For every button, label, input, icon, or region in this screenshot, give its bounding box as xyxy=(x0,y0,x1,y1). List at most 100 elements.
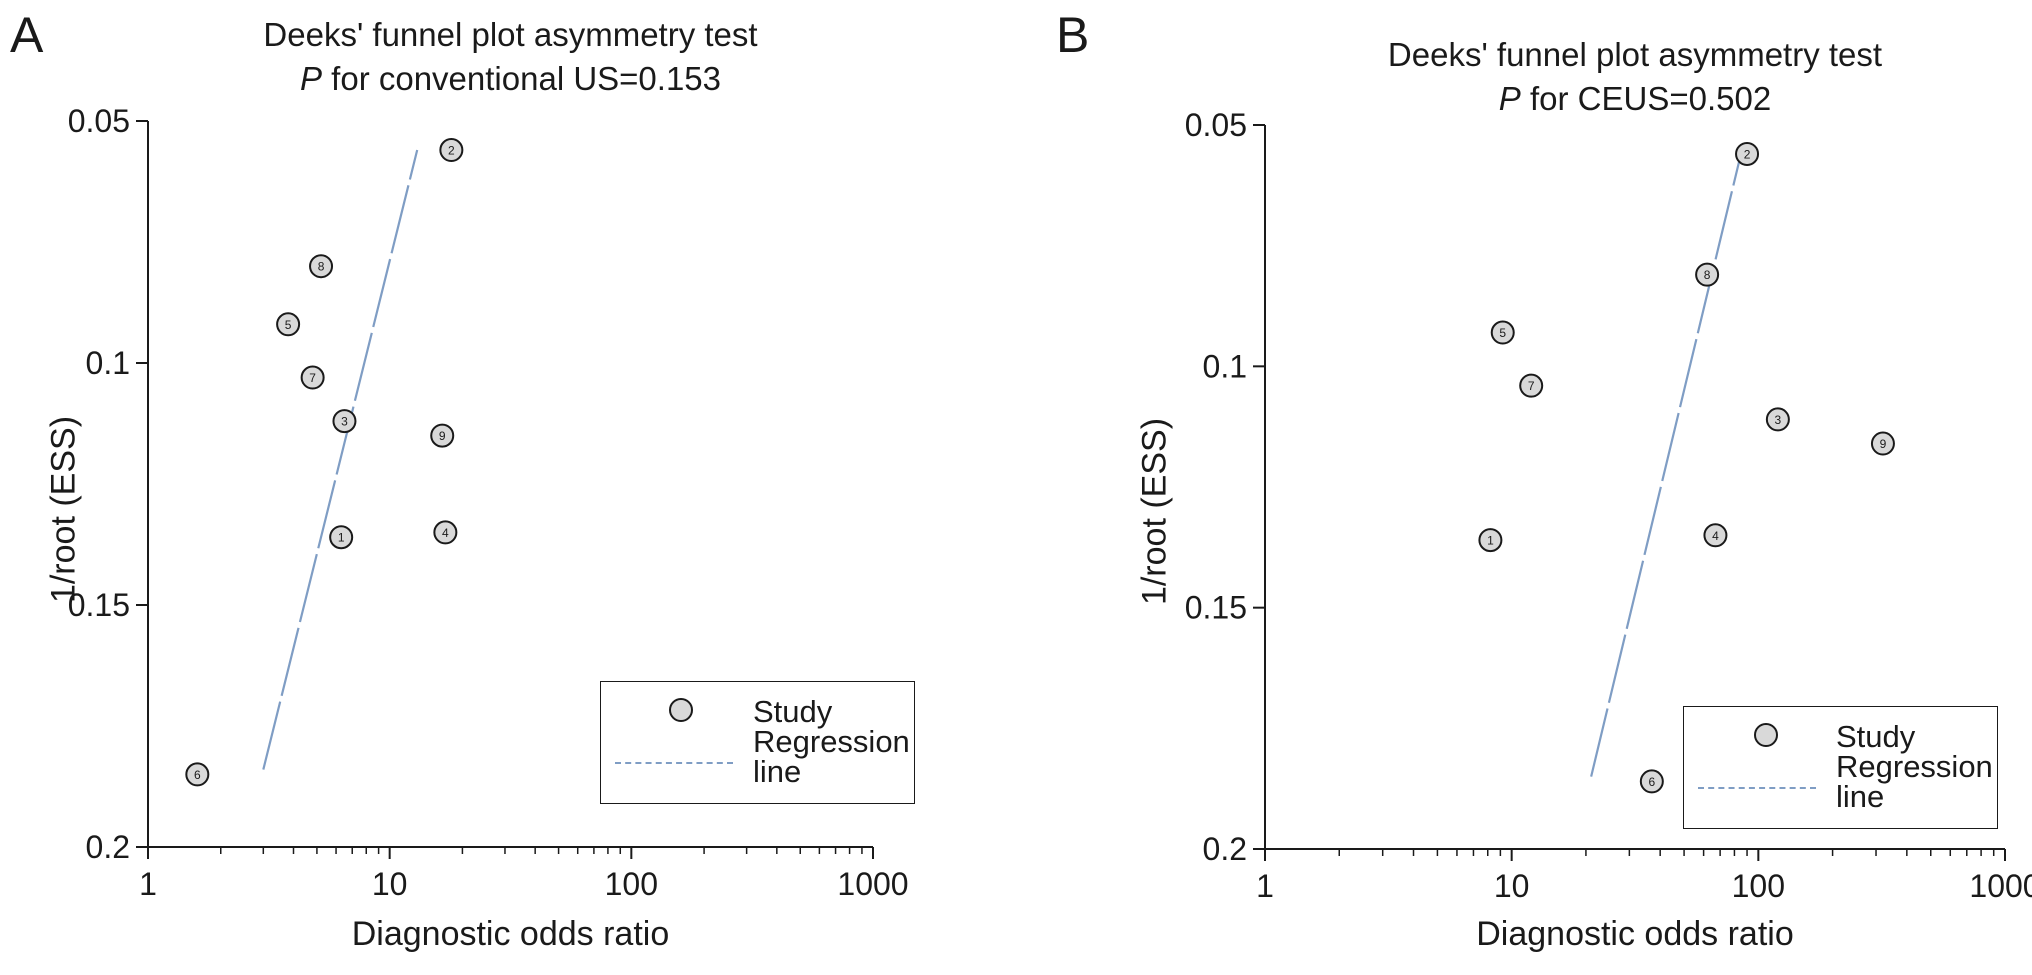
regression-line xyxy=(1590,153,1742,777)
panel-letter: A xyxy=(10,7,44,63)
study-point-3: 3 xyxy=(332,409,357,434)
y-tick-label: 0.15 xyxy=(68,587,130,623)
study-number: 5 xyxy=(285,318,292,332)
y-tick-label: 0.2 xyxy=(1203,831,1247,867)
study-point-4: 4 xyxy=(433,520,458,545)
x-tick-label: 100 xyxy=(1732,868,1785,904)
legend-study-marker xyxy=(1754,723,1778,747)
y-tick-label: 0.2 xyxy=(86,829,130,865)
study-marker xyxy=(430,423,455,448)
x-tick-label: 1000 xyxy=(1969,868,2032,904)
study-point-6: 6 xyxy=(185,762,210,787)
x-tick-label: 1 xyxy=(1256,868,1274,904)
p-symbol: P xyxy=(299,60,322,97)
x-tick-label: 10 xyxy=(1494,868,1530,904)
study-point-5: 5 xyxy=(276,312,301,337)
legend-regression-label: Regression xyxy=(1836,749,1993,784)
legend-regression-label-2: line xyxy=(753,754,802,789)
legend-study-marker xyxy=(669,698,693,722)
y-axis-label: 1/root (ESS) xyxy=(1135,417,1174,606)
legend-study-label: Study xyxy=(1836,719,1916,754)
study-marker xyxy=(1639,769,1664,794)
study-marker xyxy=(300,365,325,390)
chart-subtitle: P for CEUS=0.502 xyxy=(1265,80,2005,118)
panel-a: A Deeks' funnel plot asymmetry test P fo… xyxy=(10,7,915,953)
study-point-5: 5 xyxy=(1490,320,1515,345)
x-tick-label: 1 xyxy=(139,866,157,902)
legend-regression-label-2: line xyxy=(1836,779,1885,814)
study-point-2: 2 xyxy=(1735,141,1760,166)
study-marker xyxy=(329,525,354,550)
study-point-7: 7 xyxy=(300,365,325,390)
legend-regression-line xyxy=(1698,787,1816,789)
y-tick-label: 0.05 xyxy=(1185,107,1247,143)
regression-line xyxy=(262,149,419,770)
study-number: 3 xyxy=(1775,413,1782,427)
y-tick-label: 0.1 xyxy=(86,345,130,381)
p-symbol: P xyxy=(1498,80,1521,117)
study-number: 1 xyxy=(338,531,345,545)
x-axis-label: Diagnostic odds ratio xyxy=(1476,915,1794,953)
study-point-7: 7 xyxy=(1519,373,1544,398)
study-point-1: 1 xyxy=(1478,528,1503,553)
study-number: 4 xyxy=(442,526,449,540)
y-axis-label: 1/root (ESS) xyxy=(44,415,83,604)
study-point-4: 4 xyxy=(1703,523,1728,548)
study-marker xyxy=(276,312,301,337)
study-marker xyxy=(1703,523,1728,548)
study-marker xyxy=(1519,373,1544,398)
subtitle-text: for conventional US=0.153 xyxy=(322,60,722,97)
legend-regression-label: Regression xyxy=(753,724,910,759)
study-number: 5 xyxy=(1499,326,1506,340)
study-marker xyxy=(433,520,458,545)
study-number: 9 xyxy=(1880,437,1887,451)
x-tick-label: 100 xyxy=(605,866,658,902)
study-marker xyxy=(1870,431,1895,456)
legend: Study Regression line xyxy=(1683,706,1998,829)
y-tick-label: 0.1 xyxy=(1203,348,1247,384)
chart-subtitle: P for conventional US=0.153 xyxy=(148,60,873,98)
study-marker xyxy=(1695,262,1720,287)
study-point-8: 8 xyxy=(1695,262,1720,287)
study-marker xyxy=(309,254,334,279)
study-number: 6 xyxy=(194,768,201,782)
subtitle-text: for CEUS=0.502 xyxy=(1520,80,1772,117)
x-axis-label: Diagnostic odds ratio xyxy=(351,915,670,953)
study-number: 2 xyxy=(448,144,455,158)
legend-regression-line xyxy=(615,762,733,764)
study-point-2: 2 xyxy=(439,138,464,163)
study-number: 7 xyxy=(309,371,316,385)
x-tick-label: 10 xyxy=(372,866,408,902)
y-tick-label: 0.05 xyxy=(68,103,130,139)
legend: Study Regression line xyxy=(600,681,915,804)
study-marker xyxy=(1490,320,1515,345)
study-marker xyxy=(439,138,464,163)
study-point-9: 9 xyxy=(1870,431,1895,456)
chart-title: Deeks' funnel plot asymmetry test xyxy=(263,16,758,53)
study-number: 1 xyxy=(1487,534,1494,548)
legend-study-label: Study xyxy=(753,694,833,729)
study-marker xyxy=(1765,407,1790,432)
x-tick-label: 1000 xyxy=(837,866,908,902)
study-marker xyxy=(332,409,357,434)
study-number: 7 xyxy=(1528,379,1535,393)
study-number: 8 xyxy=(1704,268,1711,282)
study-number: 3 xyxy=(341,415,348,429)
study-number: 4 xyxy=(1712,529,1719,543)
study-number: 6 xyxy=(1648,775,1655,789)
study-marker xyxy=(1735,141,1760,166)
study-marker xyxy=(1478,528,1503,553)
study-point-1: 1 xyxy=(329,525,354,550)
study-number: 9 xyxy=(439,429,446,443)
panel-b: B Deeks' funnel plot asymmetry test P fo… xyxy=(1016,0,2032,975)
study-marker xyxy=(185,762,210,787)
study-point-9: 9 xyxy=(430,423,455,448)
study-number: 8 xyxy=(318,260,325,274)
study-number: 2 xyxy=(1744,147,1751,161)
chart-title: Deeks' funnel plot asymmetry test xyxy=(1387,36,1883,73)
study-point-6: 6 xyxy=(1639,769,1664,794)
panel-letter: B xyxy=(1056,7,1090,63)
study-point-8: 8 xyxy=(309,254,334,279)
